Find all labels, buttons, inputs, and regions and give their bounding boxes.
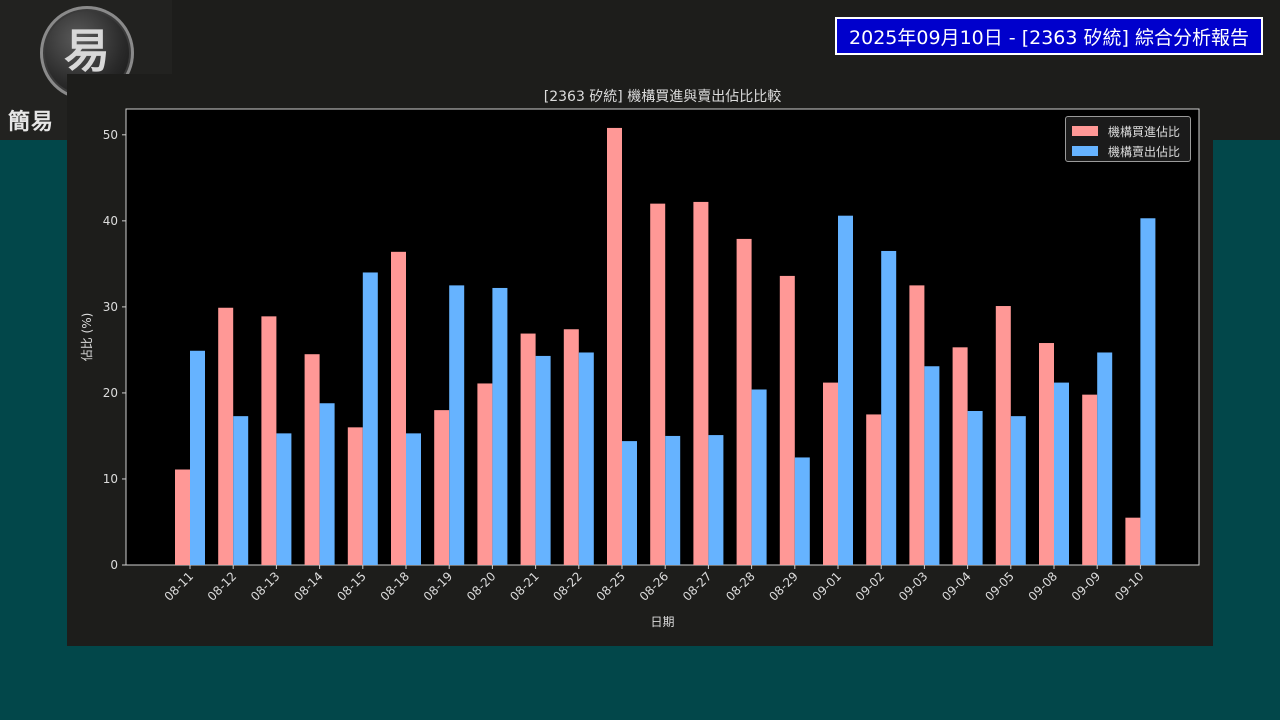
- x-tick-label: 08-14: [291, 569, 326, 604]
- y-axis-label: 佔比 (%): [80, 313, 94, 362]
- bar-sell-08-14: [319, 403, 335, 565]
- x-tick-label: 08-19: [421, 569, 456, 604]
- logo: 易 簡易: [0, 0, 172, 140]
- bar-sell-08-28: [751, 389, 767, 565]
- bar-buy-08-11: [175, 469, 190, 565]
- report-title: 2025年09月10日 - [2363 矽統] 綜合分析報告: [835, 17, 1263, 55]
- x-tick-label: 08-26: [637, 569, 672, 604]
- bar-sell-09-08: [1054, 382, 1069, 565]
- bar-buy-08-22: [563, 329, 579, 565]
- bar-sell-09-01: [838, 215, 853, 565]
- legend-label-buy: 機構買進佔比: [1108, 124, 1181, 139]
- bar-buy-08-15: [347, 427, 363, 565]
- bar-buy-08-26: [650, 203, 666, 565]
- bar-sell-08-29: [794, 457, 810, 565]
- bar-sell-08-18: [406, 433, 421, 565]
- x-tick-label: 08-29: [766, 569, 801, 604]
- bar-sell-09-03: [924, 366, 940, 565]
- legend-item-buy: 機構買進佔比: [1072, 122, 1180, 140]
- bar-sell-09-09: [1097, 352, 1113, 565]
- x-tick-label: 09-03: [896, 569, 931, 604]
- bar-buy-09-01: [823, 382, 838, 565]
- bar-buy-08-21: [520, 333, 536, 565]
- x-tick-label: 09-09: [1069, 569, 1104, 604]
- x-tick-label: 08-21: [507, 569, 542, 604]
- bar-sell-09-04: [967, 410, 983, 565]
- x-tick-label: 08-28: [723, 569, 758, 604]
- logo-glyph: 易: [64, 24, 110, 78]
- chart-panel: [2363 矽統] 機構買進與賣出佔比比較 日期 佔比 (%) 08-11 08-…: [67, 74, 1213, 646]
- bar-sell-08-13: [276, 433, 292, 565]
- x-tick-label: 09-04: [939, 569, 974, 604]
- x-tick-label: 09-10: [1112, 569, 1147, 604]
- legend-swatch-buy: [1072, 126, 1098, 136]
- x-tick-label: 09-08: [1026, 569, 1061, 604]
- x-tick-label: 09-05: [982, 569, 1017, 604]
- x-tick-label: 08-22: [550, 569, 585, 604]
- bar-buy-08-14: [304, 354, 320, 565]
- bar-buy-09-09: [1082, 394, 1098, 565]
- bar-sell-08-26: [665, 435, 681, 565]
- logo-text: 簡易: [8, 110, 55, 135]
- y-tick-label: 10: [103, 472, 118, 486]
- legend-label-sell: 機構賣出佔比: [1108, 144, 1181, 159]
- bar-buy-08-20: [477, 383, 493, 565]
- bar-buy-08-18: [391, 251, 406, 566]
- bar-sell-08-11: [190, 350, 205, 565]
- x-tick-label: 08-15: [334, 569, 369, 604]
- bar-sell-08-12: [233, 416, 249, 565]
- x-tick-label: 09-02: [853, 569, 888, 604]
- y-tick-label: 50: [103, 128, 118, 142]
- bar-buy-08-28: [736, 238, 752, 565]
- bar-buy-08-13: [261, 316, 277, 565]
- bar-buy-09-05: [995, 306, 1011, 565]
- x-tick-label: 08-13: [248, 569, 283, 604]
- bar-sell-08-15: [362, 272, 378, 565]
- bar-sell-08-19: [449, 285, 465, 565]
- bar-sell-08-22: [578, 352, 594, 565]
- x-axis-label: 日期: [650, 615, 674, 629]
- bar-sell-09-02: [881, 250, 897, 565]
- legend-swatch-sell: [1072, 146, 1098, 156]
- x-tick-label: 08-11: [162, 569, 197, 604]
- y-tick-label: 40: [103, 214, 118, 228]
- bar-sell-08-21: [535, 355, 551, 565]
- bar-sell-08-20: [492, 287, 508, 565]
- y-tick-label: 30: [103, 300, 118, 314]
- bar-sell-08-27: [708, 435, 724, 565]
- legend-item-sell: 機構賣出佔比: [1072, 142, 1180, 160]
- bar-buy-08-25: [607, 127, 622, 566]
- bar-buy-08-27: [693, 201, 709, 565]
- x-tick-label: 08-12: [205, 569, 240, 604]
- y-tick-label: 20: [103, 386, 118, 400]
- bar-buy-09-08: [1039, 343, 1054, 565]
- x-tick-label: 08-25: [594, 569, 629, 604]
- chart-title: [2363 矽統] 機構買進與賣出佔比比較: [544, 89, 781, 105]
- bar-sell-08-25: [622, 441, 637, 565]
- bar-sell-09-05: [1010, 416, 1026, 565]
- y-tick-label: 0: [110, 558, 118, 572]
- bar-chart: [2363 矽統] 機構買進與賣出佔比比較 日期 佔比 (%) 08-11 08-…: [80, 89, 1200, 629]
- bar-buy-08-29: [779, 275, 795, 565]
- x-tick-label: 09-01: [810, 569, 845, 604]
- bar-buy-08-12: [218, 307, 234, 565]
- x-tick-label: 08-20: [464, 569, 499, 604]
- bar-sell-09-10: [1140, 218, 1156, 565]
- bar-buy-08-19: [434, 410, 450, 565]
- bar-buy-09-10: [1125, 517, 1141, 565]
- bar-buy-09-04: [952, 347, 968, 565]
- x-tick-label: 08-18: [378, 569, 413, 604]
- chart-legend: 機構買進佔比 機構賣出佔比: [1065, 116, 1191, 162]
- bar-buy-09-02: [866, 414, 882, 565]
- bar-buy-09-03: [909, 285, 925, 565]
- x-tick-label: 08-27: [680, 569, 715, 604]
